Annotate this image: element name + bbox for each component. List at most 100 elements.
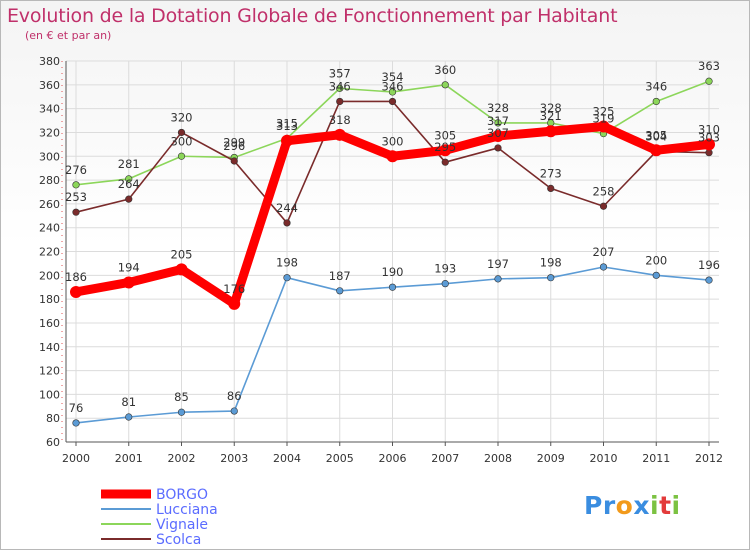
data-label-vignale: 346 [645,79,667,93]
x-tick-label: 2001 [115,452,143,465]
x-tick-label: 2009 [537,452,565,465]
data-label-vignale: 281 [118,157,140,171]
data-label-scolca: 307 [487,126,509,140]
data-label-vignale: 299 [223,135,245,149]
data-label-borgo: 194 [118,260,140,274]
logo-letter: x [633,491,650,520]
y-tick-label: 300 [39,150,60,163]
x-tick-label: 2011 [642,452,670,465]
data-label-lucciana: 76 [69,401,84,415]
data-label-borgo: 310 [698,122,720,136]
data-point-borgo [175,263,188,276]
data-point-lucciana [705,276,713,284]
y-tick-label: 120 [39,365,60,378]
y-tick-label: 140 [39,341,60,354]
series-group [70,77,715,427]
y-tick-label: 380 [39,55,60,68]
data-label-scolca: 295 [434,140,456,154]
data-label-borgo: 321 [540,109,562,123]
data-label-vignale: 276 [65,163,87,177]
data-label-vignale: 319 [593,112,615,126]
data-point-borgo [544,125,557,138]
data-label-borgo: 317 [487,114,509,128]
legend-label-borgo: BORGO [156,487,208,503]
data-point-vignale [705,77,713,85]
data-label-vignale: 363 [698,59,720,73]
data-label-vignale: 315 [276,116,298,130]
x-tick-label: 2006 [379,452,407,465]
data-point-lucciana [283,274,291,282]
x-tick-label: 2000 [62,452,90,465]
data-point-borgo [597,120,610,133]
y-tick-label: 280 [39,174,60,187]
data-point-scolca [599,202,608,210]
data-label-borgo: 305 [645,128,667,142]
data-label-borgo: 325 [593,104,615,118]
data-point-lucciana [230,407,238,415]
y-tick-label: 320 [39,126,60,139]
data-label-lucciana: 190 [382,265,404,279]
logo-letter: o [615,491,634,520]
data-label-vignale: 354 [382,70,404,84]
data-point-borgo [333,128,346,141]
data-point-lucciana [494,275,502,283]
y-tick-label: 260 [39,198,60,211]
data-point-borgo [70,285,82,298]
data-label-borgo: 305 [434,128,456,142]
data-point-scolca [72,208,80,216]
data-label-scolca: 273 [540,166,562,180]
y-tick-label: 180 [39,293,60,306]
data-labels: 186 194 205 176 313 318 300 305 317 321 325 305 310 7… [65,59,720,415]
data-point-vignale [125,175,133,183]
data-point-scolca [230,157,238,165]
data-point-vignale [336,84,344,92]
data-label-lucciana: 85 [174,390,189,404]
data-point-borgo [650,144,663,157]
data-point-lucciana [441,280,449,288]
data-point-lucciana [652,271,660,279]
data-label-vignale: 360 [434,63,456,77]
chart-title: Evolution de la Dotation Globale de Fonc… [7,5,618,27]
data-label-borgo: 313 [276,119,298,133]
data-label-borgo: 186 [65,270,87,284]
data-label-scolca: 258 [593,184,615,198]
y-tick-label: 360 [39,79,60,92]
data-label-lucciana: 198 [276,256,298,270]
data-point-borgo [492,130,504,143]
data-point-lucciana [599,263,608,271]
data-label-scolca: 346 [329,79,351,93]
data-label-lucciana: 86 [227,389,242,403]
data-point-vignale [388,88,397,96]
data-point-scolca [547,184,555,192]
data-label-scolca: 320 [171,110,193,124]
data-label-lucciana: 196 [698,258,720,272]
data-label-lucciana: 207 [593,245,615,259]
x-tick-label: 2012 [695,452,723,465]
data-label-vignale: 300 [171,134,193,148]
logo-letter: r [602,491,616,520]
y-tick-label: 160 [39,317,60,330]
data-label-scolca: 296 [223,139,245,153]
x-tick-label: 2003 [220,452,248,465]
data-point-borgo [228,297,241,310]
data-label-scolca: 303 [698,131,720,145]
data-point-scolca [705,149,713,157]
x-tick-label: 2008 [484,452,512,465]
y-tick-label: 340 [39,103,60,116]
gridlines [66,60,719,443]
data-label-vignale: 357 [329,66,351,80]
data-point-vignale [652,97,660,106]
data-point-scolca [441,158,449,166]
data-point-scolca [283,219,291,227]
data-label-scolca: 304 [645,129,667,143]
data-label-lucciana: 198 [540,256,562,270]
y-tick-label: 220 [39,246,60,259]
data-point-borgo [122,276,135,289]
legend-label-lucciana: Lucciana [156,502,218,518]
data-point-vignale [72,181,80,189]
x-tick-label: 2007 [431,452,459,465]
y-tick-label: 200 [39,269,60,282]
x-tick-label: 2010 [590,452,618,465]
